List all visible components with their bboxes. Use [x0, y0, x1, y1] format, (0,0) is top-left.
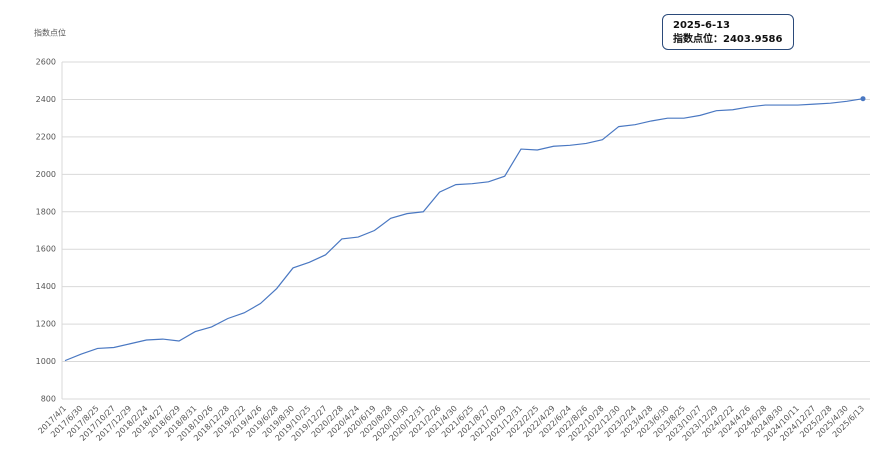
y-axis-label: 指数点位: [34, 28, 66, 38]
tooltip-date: 2025-6-13: [673, 20, 731, 31]
highlight-point: [860, 96, 866, 102]
tooltip-row: 指数点位：2403.9586: [673, 33, 793, 47]
y-tick-label: 2000: [36, 170, 56, 179]
y-tick-label: 1200: [36, 320, 56, 329]
y-tick-label: 2400: [36, 95, 56, 104]
tooltip: 2025-6-13 指数点位：2403.9586: [662, 14, 794, 50]
y-tick-label: 800: [41, 395, 56, 404]
y-tick-label: 1600: [36, 245, 56, 254]
y-tick-label: 1000: [36, 357, 56, 366]
tooltip-value: 2403.9586: [723, 34, 783, 45]
y-tick-label: 2200: [36, 132, 56, 141]
y-tick-label: 1400: [36, 282, 56, 291]
y-tick-label: 2600: [36, 58, 56, 67]
tooltip-label: 指数点位：: [673, 34, 723, 45]
y-tick-label: 1800: [36, 207, 56, 216]
line: [64, 98, 864, 362]
